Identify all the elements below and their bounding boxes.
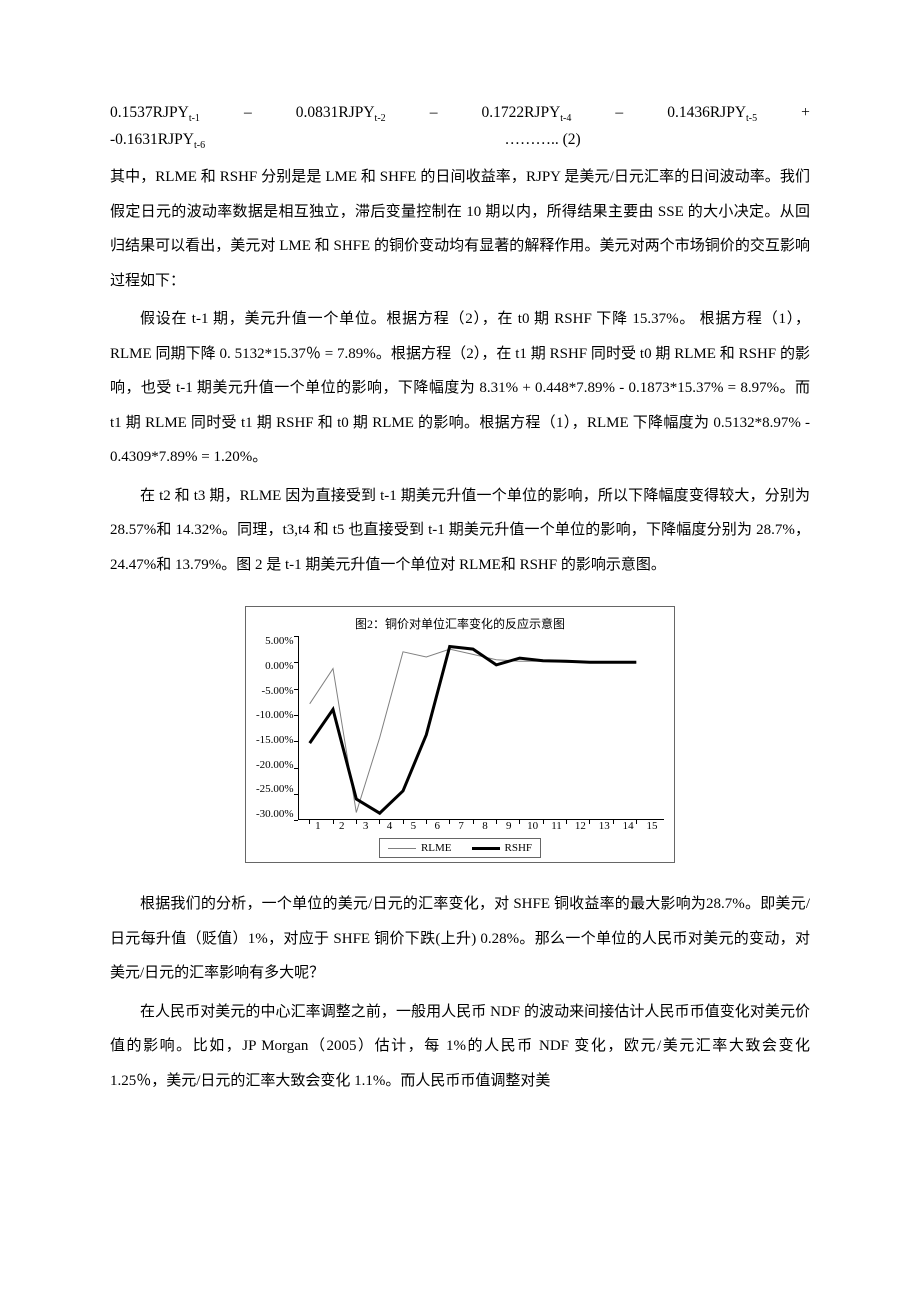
eq-term: 0.1436RJPYt-5 — [667, 100, 757, 127]
chart-series-RLME — [309, 649, 636, 812]
chart-y-tick-label: -5.00% — [256, 686, 294, 697]
eq-term: -0.1631RJPYt-6 — [110, 127, 205, 154]
equation-line-2: -0.1631RJPYt-6 ……….. (2) — [110, 127, 810, 154]
chart-box: 图2：铜价对单位汇率变化的反应示意图 5.00% 0.00% -5.00% -10.0… — [245, 606, 675, 863]
legend-label: RLME — [421, 842, 452, 854]
chart-y-tick-label: -20.00% — [256, 760, 294, 771]
legend-label: RSHF — [505, 842, 533, 854]
equation-block: 0.1537RJPYt-1 – 0.0831RJPYt-2 – 0.1722RJ… — [110, 100, 810, 154]
chart-x-tick-label: 4 — [378, 820, 402, 832]
chart-legend: RLME RSHF — [379, 838, 541, 858]
chart-x-tick-label: 10 — [521, 820, 545, 832]
chart-x-tick-label: 6 — [425, 820, 449, 832]
equation-line-1: 0.1537RJPYt-1 – 0.0831RJPYt-2 – 0.1722RJ… — [110, 100, 810, 127]
chart-y-tick-label: 0.00% — [256, 661, 294, 672]
chart-x-tick-label: 9 — [497, 820, 521, 832]
paragraph-4: 根据我们的分析，一个单位的美元/日元的汇率变化，对 SHFE 铜收益率的最大影响… — [110, 887, 810, 991]
eq-term: 0.1722RJPYt-4 — [481, 100, 571, 127]
chart-x-tick-label: 8 — [473, 820, 497, 832]
paragraph-1: 其中，RLME 和 RSHF 分别是是 LME 和 SHFE 的日间收益率，RJ… — [110, 160, 810, 298]
chart-y-tick-label: 5.00% — [256, 636, 294, 647]
chart-figure-2: 图2：铜价对单位汇率变化的反应示意图 5.00% 0.00% -5.00% -10.0… — [245, 606, 675, 863]
chart-x-tick-label: 5 — [401, 820, 425, 832]
chart-y-tick-label: -30.00% — [256, 809, 294, 820]
eq-term: + — [801, 100, 810, 127]
paragraph-3: 在 t2 和 t3 期，RLME 因为直接受到 t-1 期美元升值一个单位的影响… — [110, 479, 810, 583]
page: 0.1537RJPYt-1 – 0.0831RJPYt-2 – 0.1722RJ… — [0, 0, 920, 1302]
legend-line-icon — [472, 847, 500, 850]
eq-term: – — [430, 100, 438, 127]
chart-y-tick-label: -10.00% — [256, 710, 294, 721]
chart-plot-area — [298, 636, 664, 820]
chart-y-tick-label: -15.00% — [256, 735, 294, 746]
chart-y-axis-labels: 5.00% 0.00% -5.00% -10.00% -15.00% -20.00% -25… — [256, 636, 298, 820]
chart-x-tick-label: 15 — [640, 820, 664, 832]
chart-plot-row: 5.00% 0.00% -5.00% -10.00% -15.00% -20.00% -25… — [256, 636, 664, 820]
eq-term: – — [615, 100, 623, 127]
chart-series-RSHF — [309, 647, 636, 814]
paragraph-2: 假设在 t-1 期，美元升值一个单位。根据方程（2），在 t0 期 RSHF 下… — [110, 302, 810, 475]
chart-x-axis-labels: 123456789101112131415 — [306, 820, 664, 832]
paragraph-5: 在人民币对美元的中心汇率调整之前，一般用人民币 NDF 的波动来间接估计人民币币… — [110, 995, 810, 1099]
eq-term: 0.0831RJPYt-2 — [296, 100, 386, 127]
eq-term: 0.1537RJPYt-1 — [110, 100, 200, 127]
eq-term: – — [244, 100, 252, 127]
chart-legend-item-RLME: RLME — [388, 842, 452, 854]
equation-number: ……….. (2) — [275, 127, 810, 154]
chart-legend-item-RSHF: RSHF — [472, 842, 533, 854]
chart-y-tick-label: -25.00% — [256, 784, 294, 795]
chart-title: 图2：铜价对单位汇率变化的反应示意图 — [256, 615, 664, 632]
legend-line-icon — [388, 848, 416, 849]
chart-svg — [298, 636, 648, 820]
chart-x-tick-label: 3 — [354, 820, 378, 832]
chart-x-tick-label: 11 — [545, 820, 569, 832]
chart-x-tick-label: 7 — [449, 820, 473, 832]
